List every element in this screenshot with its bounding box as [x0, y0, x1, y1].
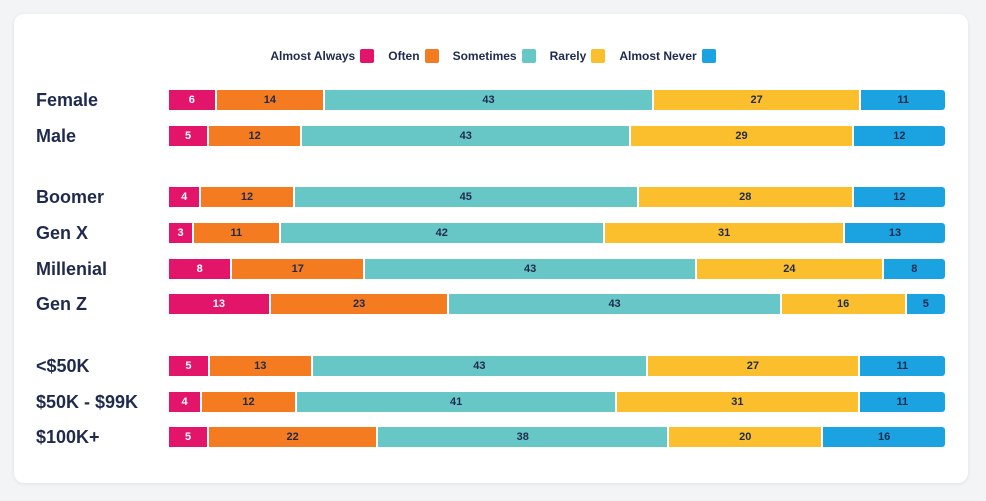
stacked-bar: 4 12 41 31 11 [169, 392, 945, 412]
stacked-bar: 8 17 43 24 8 [169, 259, 945, 279]
bar-segment-rarely: 29 [631, 126, 852, 146]
bar-segment-sometimes: 42 [280, 223, 604, 243]
bar-segment-almost-never: 11 [861, 90, 945, 110]
bar-segment-sometimes: 43 [302, 126, 630, 146]
bar-segment-rarely: 31 [617, 392, 858, 412]
stacked-bar: 5 13 43 27 11 [169, 356, 945, 376]
legend-swatch [360, 49, 375, 63]
legend-swatch [521, 49, 536, 63]
bar-segment-rarely: 27 [654, 90, 860, 110]
bar-segment-almost-never: 8 [883, 259, 945, 279]
row-label: Gen Z [36, 294, 88, 314]
row-label: Gen X [36, 223, 89, 243]
stacked-bar: 13 23 43 16 5 [169, 294, 945, 314]
bar-segment-sometimes: 43 [325, 90, 653, 110]
row-label: <$50K [36, 356, 90, 376]
row-label: Boomer [36, 187, 105, 207]
bar-segment-often: 12 [209, 126, 301, 146]
bar-segment-often: 12 [201, 187, 293, 207]
bar-segment-often: 12 [202, 392, 296, 412]
legend-label: Often [388, 49, 420, 63]
bar-segment-almost-always: 8 [169, 259, 231, 279]
legend-item-often: Often [388, 49, 439, 63]
legend-item-almost-never: Almost Never [619, 49, 716, 63]
bar-segment-sometimes: 43 [364, 259, 696, 279]
bar-segment-often: 17 [232, 259, 363, 279]
bar-segment-almost-never: 13 [845, 223, 945, 243]
stacked-bar: 5 12 43 29 12 [169, 126, 945, 146]
bar-segment-almost-never: 12 [853, 187, 945, 207]
bar-segment-often: 22 [209, 427, 377, 447]
bar-segment-almost-always: 4 [169, 187, 200, 207]
stacked-bar: 3 11 42 31 13 [169, 223, 945, 243]
stacked-bar: 5 22 38 20 16 [169, 427, 945, 447]
legend-label: Almost Always [270, 49, 356, 63]
legend-label: Rarely [549, 49, 587, 63]
bar-segment-almost-always: 6 [169, 90, 215, 110]
bar-segment-often: 13 [209, 356, 311, 376]
row-label: $50K - $99K [36, 392, 139, 412]
legend-swatch [424, 49, 439, 63]
legend-item-sometimes: Sometimes [453, 49, 536, 63]
stacked-bar: 4 12 45 28 12 [169, 187, 945, 207]
legend-swatch [591, 49, 606, 63]
bar-segment-rarely: 27 [648, 356, 858, 376]
bar-segment-almost-always: 5 [169, 356, 208, 376]
bar-segment-almost-never: 11 [859, 356, 945, 376]
bar-segment-often: 23 [270, 294, 448, 314]
bar-segment-often: 11 [194, 223, 279, 243]
row-label: $100K+ [36, 427, 100, 447]
bar-segment-rarely: 20 [669, 427, 822, 447]
legend-item-almost-always: Almost Always [270, 49, 375, 63]
bar-segment-rarely: 28 [638, 187, 852, 207]
row-label: Female [36, 90, 99, 110]
chart-card [14, 14, 968, 483]
stacked-bar: 6 14 43 27 11 [169, 90, 945, 110]
bar-segment-sometimes: 41 [297, 392, 616, 412]
bar-segment-almost-always: 13 [169, 294, 269, 314]
bar-segment-almost-never: 12 [853, 126, 945, 146]
bar-segment-almost-always: 4 [169, 392, 201, 412]
legend-label: Almost Never [619, 49, 697, 63]
bar-segment-almost-always: 3 [169, 223, 193, 243]
row-label: Millenial [36, 259, 108, 279]
bar-segment-sometimes: 43 [312, 356, 647, 376]
bar-segment-almost-always: 5 [169, 126, 208, 146]
bar-segment-almost-always: 5 [169, 427, 208, 447]
bar-segment-almost-never: 16 [823, 427, 945, 447]
row-label: Male [36, 126, 77, 146]
chart-legend: Almost Always Often Sometimes Rarely Alm… [0, 47, 986, 65]
bar-segment-rarely: 24 [697, 259, 882, 279]
bar-segment-often: 14 [216, 90, 324, 110]
legend-label: Sometimes [452, 49, 517, 63]
legend-item-rarely: Rarely [550, 49, 606, 63]
legend-swatch [701, 49, 716, 63]
bar-segment-rarely: 16 [781, 294, 905, 314]
bar-segment-rarely: 31 [605, 223, 844, 243]
bar-segment-sometimes: 45 [294, 187, 637, 207]
bar-segment-almost-never: 11 [859, 392, 945, 412]
bar-segment-sometimes: 43 [449, 294, 780, 314]
bar-segment-sometimes: 38 [378, 427, 668, 447]
bar-segment-almost-never: 5 [906, 294, 945, 314]
